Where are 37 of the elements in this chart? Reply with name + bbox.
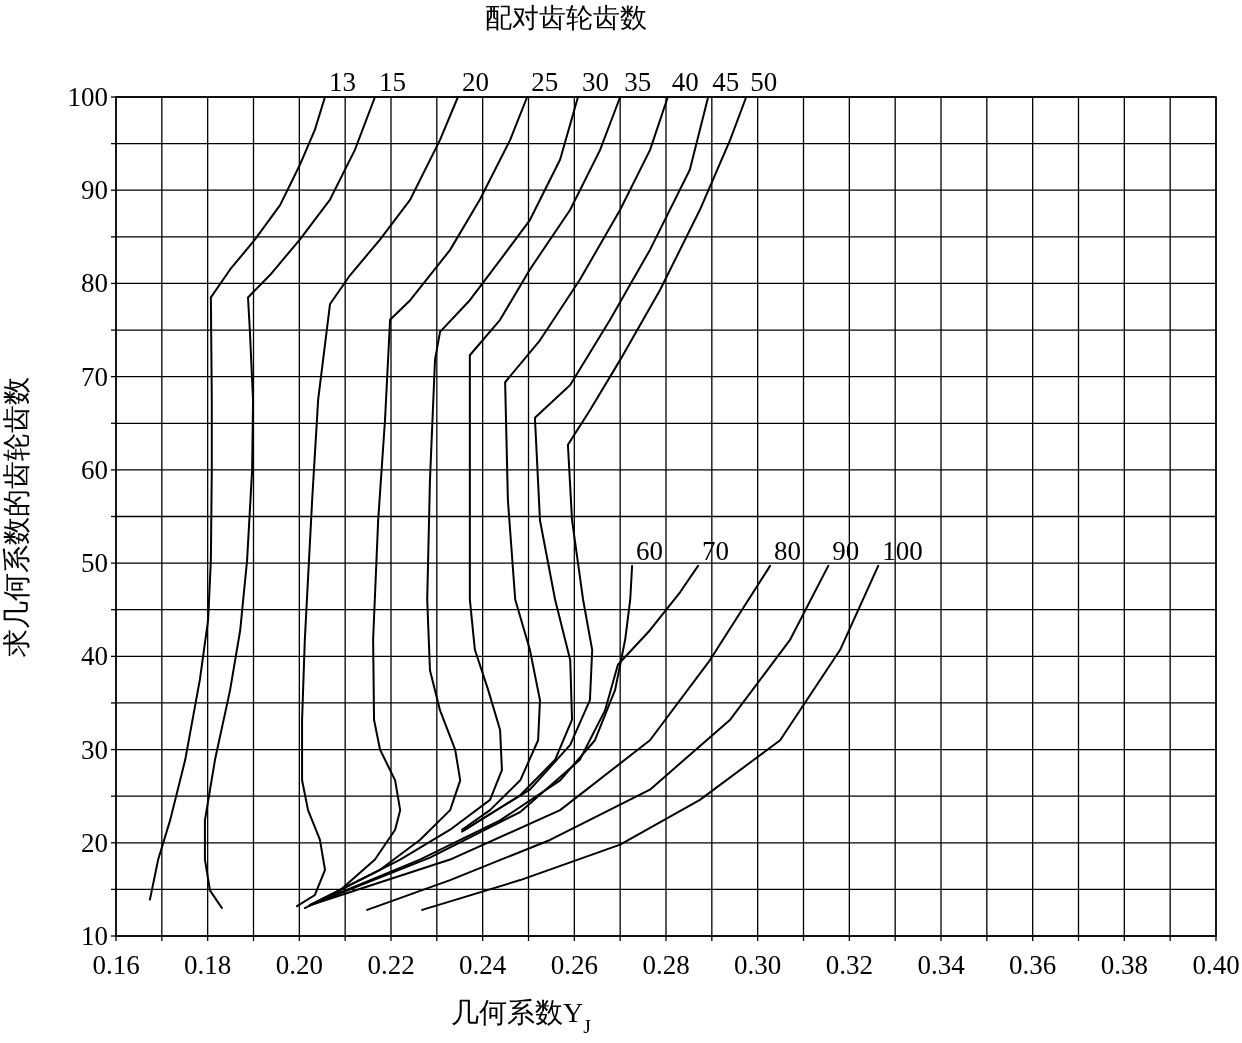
y-axis-title: 求几何系数的齿轮齿数: [1, 376, 32, 657]
series-label: 13: [329, 67, 356, 97]
series-label: 20: [461, 67, 489, 97]
x-axis-title: 几何系数Y$_{J}$: [451, 997, 592, 1037]
series-label: 50: [750, 67, 778, 97]
x-tick-label: 0.40: [1192, 950, 1240, 980]
y-tick-label: 30: [81, 734, 108, 765]
chart-title: 配对齿轮齿数: [485, 3, 647, 33]
series-label: 35: [624, 67, 652, 97]
x-tick-label: 0.26: [550, 950, 598, 980]
series-label: 45: [712, 67, 740, 97]
y-tick-label: 100: [67, 82, 108, 112]
x-tick-label: 0.38: [1100, 950, 1148, 980]
x-tick-label: 0.22: [367, 950, 415, 980]
series-label: 25: [531, 67, 559, 97]
x-tick-label: 0.28: [642, 950, 690, 980]
x-tick-label: 0.20: [275, 950, 323, 980]
x-tick-label: 0.24: [459, 950, 507, 980]
y-tick-label: 90: [81, 175, 108, 206]
series-label: 80: [774, 535, 802, 566]
x-tick-label: 0.30: [734, 950, 782, 980]
y-tick-label: 50: [81, 548, 108, 579]
y-tick-label: 10: [81, 921, 108, 951]
x-tick-label: 0.34: [917, 950, 966, 980]
x-tick-label: 0.32: [825, 950, 873, 980]
y-tick-label: 20: [81, 827, 108, 858]
series-label: 60: [636, 535, 664, 566]
x-tick-label: 0.16: [92, 950, 140, 980]
x-tick-label: 0.18: [184, 950, 232, 980]
y-tick-label: 40: [81, 641, 108, 672]
y-tick-label: 70: [81, 361, 108, 392]
series-label: 30: [582, 67, 609, 97]
series-label: 15: [378, 67, 406, 97]
series-label: 40: [671, 67, 699, 97]
y-tick-label: 60: [81, 454, 108, 485]
y-tick-label: 80: [81, 268, 108, 299]
x-tick-label: 0.36: [1009, 950, 1057, 980]
